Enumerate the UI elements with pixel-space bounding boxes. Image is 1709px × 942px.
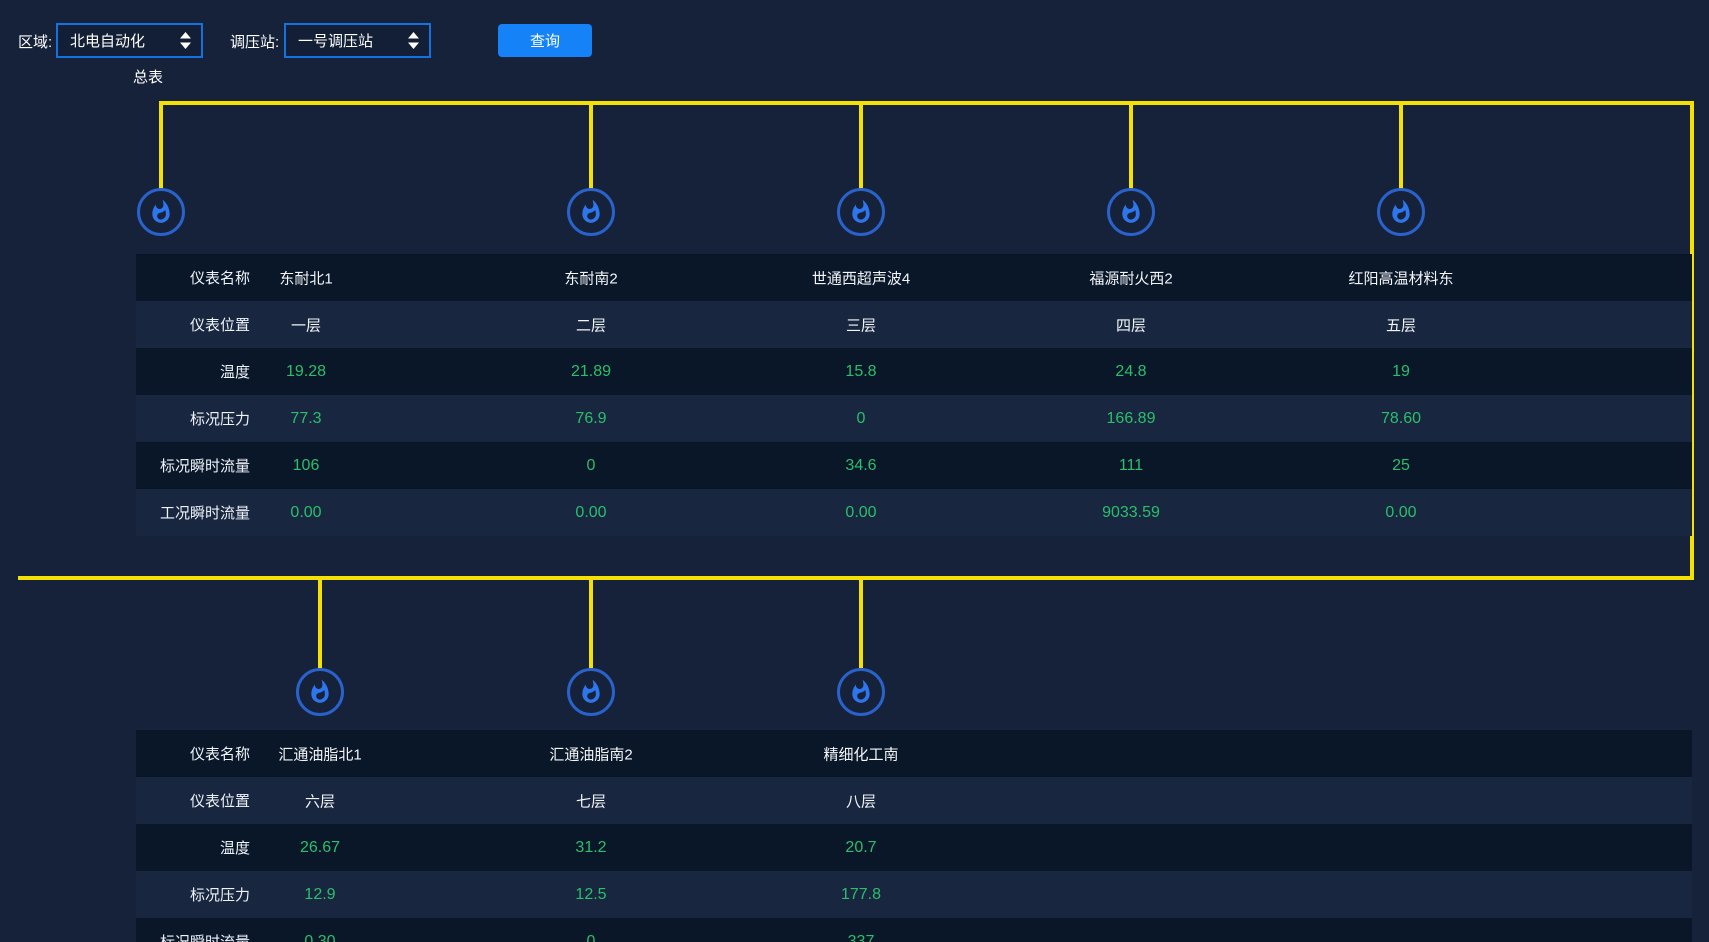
meter-name-cell: 红阳高温材料东 [1348,270,1454,287]
row-label: 温度 [219,364,250,381]
select-updown-icon [180,32,191,49]
station-select-value: 一号调压站 [298,33,374,50]
temperature-cell: 21.89 [570,362,612,380]
flame-meter-icon [837,188,885,236]
temperature-cell: 31.2 [575,838,607,856]
std-flow-row: 标况瞬时流量 0.30 0 337 [136,918,1692,942]
row-label: 标况瞬时流量 [136,918,250,942]
row-label: 工况瞬时流量 [159,505,250,522]
std-pressure-cell: 12.5 [575,885,607,903]
work-flow-row: 工况瞬时流量 0.00 0.00 0.00 9033.59 0.00 [136,489,1692,536]
std-flow-cell: 106 [292,456,320,474]
pipe-segment [1690,101,1694,580]
temperature-row: 温度 26.67 31.2 20.7 [136,824,1692,871]
pipe-segment [589,103,593,189]
work-flow-cell: 0.00 [290,503,322,521]
row-label: 仪表位置 [189,317,250,334]
pipe-segment [159,103,163,189]
meter-location-cell: 二层 [575,317,607,334]
work-flow-cell: 0.00 [575,503,607,521]
pipe-segment [159,101,1694,105]
flame-meter-icon [1107,188,1155,236]
temperature-cell: 24.8 [1115,362,1147,380]
meter-location-cell: 三层 [845,317,877,334]
temperature-cell: 26.67 [299,838,341,856]
meter-name-cell: 汇通油脂北1 [278,746,362,763]
meter-name-cell: 福源耐火西2 [1089,270,1173,287]
row-label: 仪表名称 [189,746,250,763]
std-pressure-cell: 12.9 [304,885,336,903]
std-flow-cell: 0 [586,932,596,942]
std-flow-cell: 0 [586,456,596,474]
work-flow-cell: 0.00 [1385,503,1417,521]
std-flow-row: 标况瞬时流量 106 0 34.6 111 25 [136,442,1692,489]
station-select[interactable]: 一号调压站 [284,23,431,58]
meter-location-row: 仪表位置 一层 二层 三层 四层 五层 [136,301,1692,348]
master-meter-label: 总表 [133,69,164,86]
work-flow-cell: 0.00 [845,503,877,521]
pipe-segment [859,580,863,668]
meter-location-cell: 一层 [290,317,322,334]
query-button[interactable]: 查询 [498,24,592,57]
temperature-cell: 19 [1392,362,1410,380]
std-flow-cell: 337 [847,932,875,942]
std-pressure-cell: 76.9 [575,409,607,427]
pipe-segment [589,580,593,668]
region-select[interactable]: 北电自动化 [56,23,203,58]
pipe-segment [1129,103,1133,189]
std-pressure-row: 标况压力 12.9 12.5 177.8 [136,871,1692,918]
temperature-cell: 19.28 [285,362,327,380]
row-label: 标况压力 [189,411,250,428]
temperature-row: 温度 19.28 21.89 15.8 24.8 19 [136,348,1692,395]
row-label: 温度 [219,840,250,857]
flame-meter-icon [137,188,185,236]
std-pressure-cell: 177.8 [840,885,882,903]
meter-name-cell: 世通西超声波4 [811,270,911,287]
std-flow-cell: 111 [1118,456,1144,474]
row-label: 标况压力 [189,887,250,904]
pipe-segment [1399,103,1403,189]
meter-name-cell: 东耐南2 [564,270,618,287]
select-updown-icon [408,32,419,49]
meter-name-cell: 精细化工南 [823,746,899,763]
pipe-segment [318,580,322,668]
station-label: 调压站: [230,34,280,51]
row-label: 标况瞬时流量 [159,458,250,475]
row-label: 仪表名称 [189,270,250,287]
std-pressure-cell: 77.3 [290,409,322,427]
region-select-value: 北电自动化 [70,33,146,50]
meter-name-row: 仪表名称 汇通油脂北1 汇通油脂南2 精细化工南 [136,730,1692,777]
temperature-cell: 15.8 [845,362,877,380]
std-pressure-cell: 0 [856,409,866,427]
pipe-segment [859,103,863,189]
std-flow-cell: 0.30 [304,932,336,942]
std-flow-cell: 34.6 [845,456,877,474]
meter-location-cell: 八层 [845,793,877,810]
flame-meter-icon [567,188,615,236]
meter-name-cell: 汇通油脂南2 [549,746,633,763]
flame-meter-icon [296,668,344,716]
flame-meter-icon [567,668,615,716]
temperature-cell: 20.7 [845,838,877,856]
meter-location-cell: 四层 [1115,317,1147,334]
meter-location-cell: 五层 [1385,317,1417,334]
flame-meter-icon [1377,188,1425,236]
meter-location-cell: 六层 [304,793,336,810]
meter-location-row: 仪表位置 六层 七层 八层 [136,777,1692,824]
std-pressure-cell: 78.60 [1380,409,1422,427]
flame-meter-icon [837,668,885,716]
std-pressure-cell: 166.89 [1106,409,1156,427]
std-pressure-row: 标况压力 77.3 76.9 0 166.89 78.60 [136,395,1692,442]
region-label: 区域: [18,34,53,51]
meter-name-cell: 东耐北1 [279,270,333,287]
pipe-segment [18,576,1694,580]
work-flow-cell: 9033.59 [1102,503,1160,521]
meter-location-cell: 七层 [575,793,607,810]
meter-name-row: 仪表名称 东耐北1 东耐南2 世通西超声波4 福源耐火西2 红阳高温材料东 [136,254,1692,301]
std-flow-cell: 25 [1392,456,1410,474]
row-label: 仪表位置 [189,793,250,810]
